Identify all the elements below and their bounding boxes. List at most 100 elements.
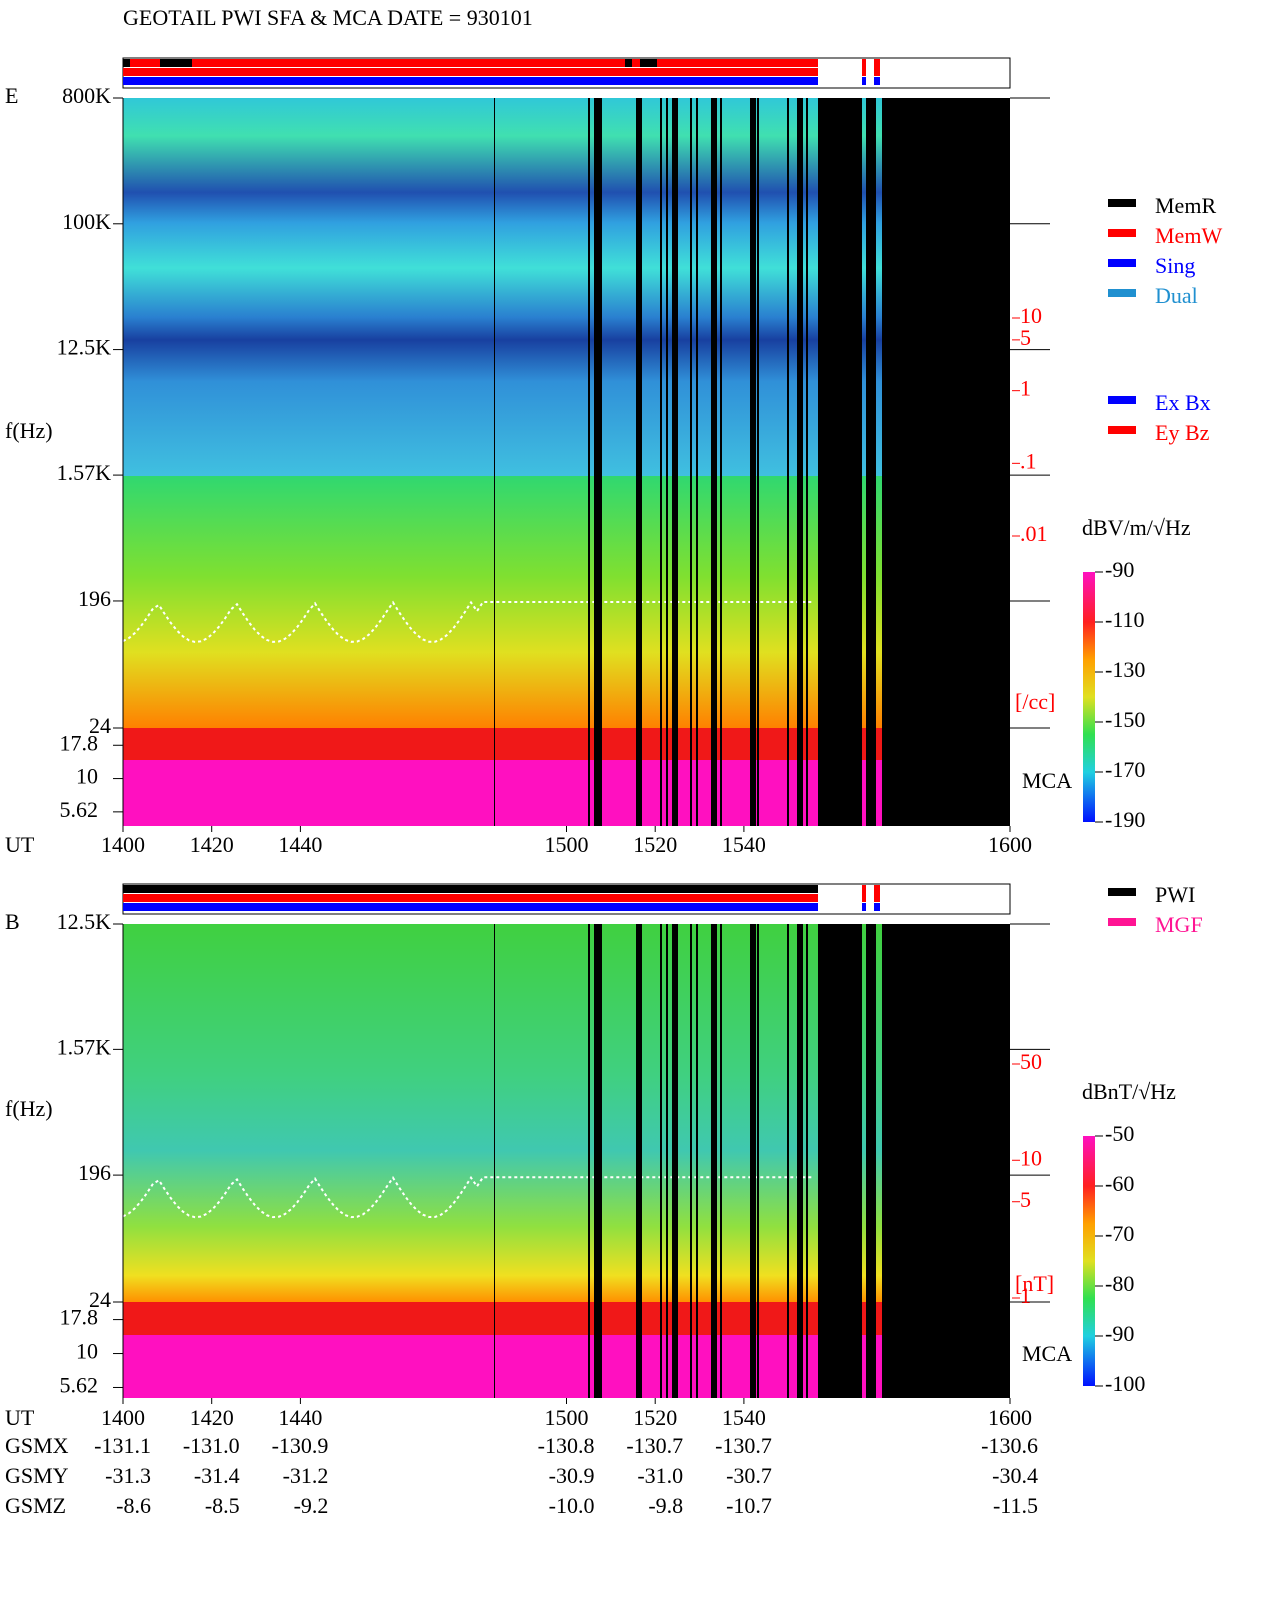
mca-tick-label: 10 xyxy=(76,1339,98,1364)
x-tick-label: 1500 xyxy=(545,832,589,857)
status-row xyxy=(123,77,818,85)
density-label: [nT] xyxy=(1015,1271,1054,1296)
y-tick-label: 196 xyxy=(78,586,111,611)
orbit-name: GSMX xyxy=(5,1433,69,1458)
legend-label: Ey Bz xyxy=(1155,420,1210,445)
status-row xyxy=(123,885,818,893)
data-gap xyxy=(757,98,759,826)
colorbar-tick-label: -170 xyxy=(1105,757,1145,782)
density-label: [/cc] xyxy=(1015,689,1055,714)
y-axis-label: f(Hz) xyxy=(5,418,53,443)
colorbar-tick-label: -60 xyxy=(1105,1171,1134,1196)
orbit-value: -10.7 xyxy=(726,1493,772,1518)
orbit-name: GSMZ xyxy=(5,1493,66,1518)
spectrum-high xyxy=(123,98,1010,476)
y-tick-label: 196 xyxy=(78,1160,111,1185)
data-gap xyxy=(660,924,662,1398)
x-axis-label: UT xyxy=(5,1405,35,1430)
legend-label: MemR xyxy=(1155,193,1216,218)
data-gap xyxy=(636,98,642,826)
density-tick-label: 1 xyxy=(1020,1283,1031,1308)
data-gap xyxy=(636,924,642,1398)
orbit-value: -30.4 xyxy=(992,1463,1038,1488)
data-gap xyxy=(866,924,876,1398)
x-tick-label: 1520 xyxy=(633,1405,677,1430)
status-seg xyxy=(874,903,880,911)
data-gap xyxy=(690,98,692,826)
colorbar-tick-label: -100 xyxy=(1105,1371,1145,1396)
legend-label: Sing xyxy=(1155,253,1195,278)
legend-swatch xyxy=(1108,229,1136,237)
x-tick-label: 1600 xyxy=(988,832,1032,857)
data-gap xyxy=(672,98,678,826)
colorbar-label: dBV/m/√Hz xyxy=(1082,515,1191,540)
status-row xyxy=(123,68,818,76)
data-gap xyxy=(797,98,803,826)
legend-swatch xyxy=(1108,259,1136,267)
data-gap xyxy=(757,924,759,1398)
mca-tick-label: 5.62 xyxy=(60,1373,99,1398)
x-tick-label: 1600 xyxy=(988,1405,1032,1430)
orbit-value: -10.0 xyxy=(549,1493,595,1518)
status-seg xyxy=(862,59,866,76)
colorbar xyxy=(1083,1136,1095,1386)
colorbar-tick-label: -80 xyxy=(1105,1271,1134,1296)
data-gap xyxy=(666,98,668,826)
mca-low xyxy=(123,1335,1010,1398)
colorbar-label: dBnT/√Hz xyxy=(1082,1079,1176,1104)
data-gap xyxy=(806,98,808,826)
status-seg xyxy=(862,885,866,902)
y-tick-label: 1.57K xyxy=(57,1034,112,1059)
emission-trace xyxy=(122,1175,813,1219)
orbit-value: -130.7 xyxy=(715,1433,772,1458)
emission-trace xyxy=(122,600,813,643)
status-row xyxy=(123,59,818,67)
x-tick-label: 1440 xyxy=(278,1405,322,1430)
x-axis-label: UT xyxy=(5,832,35,857)
status-row xyxy=(123,894,818,902)
orbit-value: -130.6 xyxy=(981,1433,1038,1458)
data-gap xyxy=(750,924,756,1398)
mca-low xyxy=(123,760,1010,826)
data-gap xyxy=(672,924,678,1398)
data-gap xyxy=(787,924,789,1398)
data-gap xyxy=(882,924,1010,1398)
status-seg xyxy=(874,885,880,902)
legend-swatch xyxy=(1108,888,1136,896)
x-tick-label: 1420 xyxy=(190,1405,234,1430)
orbit-value: -130.7 xyxy=(626,1433,683,1458)
orbit-value: -31.0 xyxy=(637,1463,683,1488)
data-gap xyxy=(594,924,600,1398)
data-gap xyxy=(711,98,717,826)
orbit-value: -30.9 xyxy=(549,1463,595,1488)
colorbar-tick-label: -130 xyxy=(1105,657,1145,682)
orbit-value: -8.6 xyxy=(116,1493,151,1518)
y-tick-label: 800K xyxy=(62,83,111,108)
colorbar-tick-label: -90 xyxy=(1105,1321,1134,1346)
legend-label: PWI xyxy=(1155,882,1195,907)
legend-label: Ex Bx xyxy=(1155,390,1211,415)
orbit-value: -9.2 xyxy=(294,1493,329,1518)
legend-label: Dual xyxy=(1155,283,1198,308)
orbit-value: -131.0 xyxy=(183,1433,240,1458)
status-seg xyxy=(160,59,192,67)
legend-swatch xyxy=(1108,426,1136,434)
data-gap xyxy=(696,98,698,826)
colorbar-tick-label: -110 xyxy=(1105,607,1145,632)
status-seg xyxy=(874,59,880,76)
data-gap xyxy=(720,98,722,826)
x-tick-label: 1540 xyxy=(722,1405,766,1430)
orbit-value: -11.5 xyxy=(993,1493,1038,1518)
data-gap xyxy=(690,924,692,1398)
status-seg xyxy=(874,77,880,85)
status-seg xyxy=(625,59,632,67)
y-tick-label: 100K xyxy=(62,209,111,234)
status-seg xyxy=(862,903,866,911)
data-gap xyxy=(588,98,590,826)
density-tick-label: 10 xyxy=(1020,303,1042,328)
panel-label: E xyxy=(5,83,18,108)
density-tick-label: 5 xyxy=(1020,1187,1031,1212)
mca-tick-label: 17.8 xyxy=(60,730,99,755)
mca-label: MCA xyxy=(1022,768,1072,793)
spectrum xyxy=(123,924,1010,1302)
